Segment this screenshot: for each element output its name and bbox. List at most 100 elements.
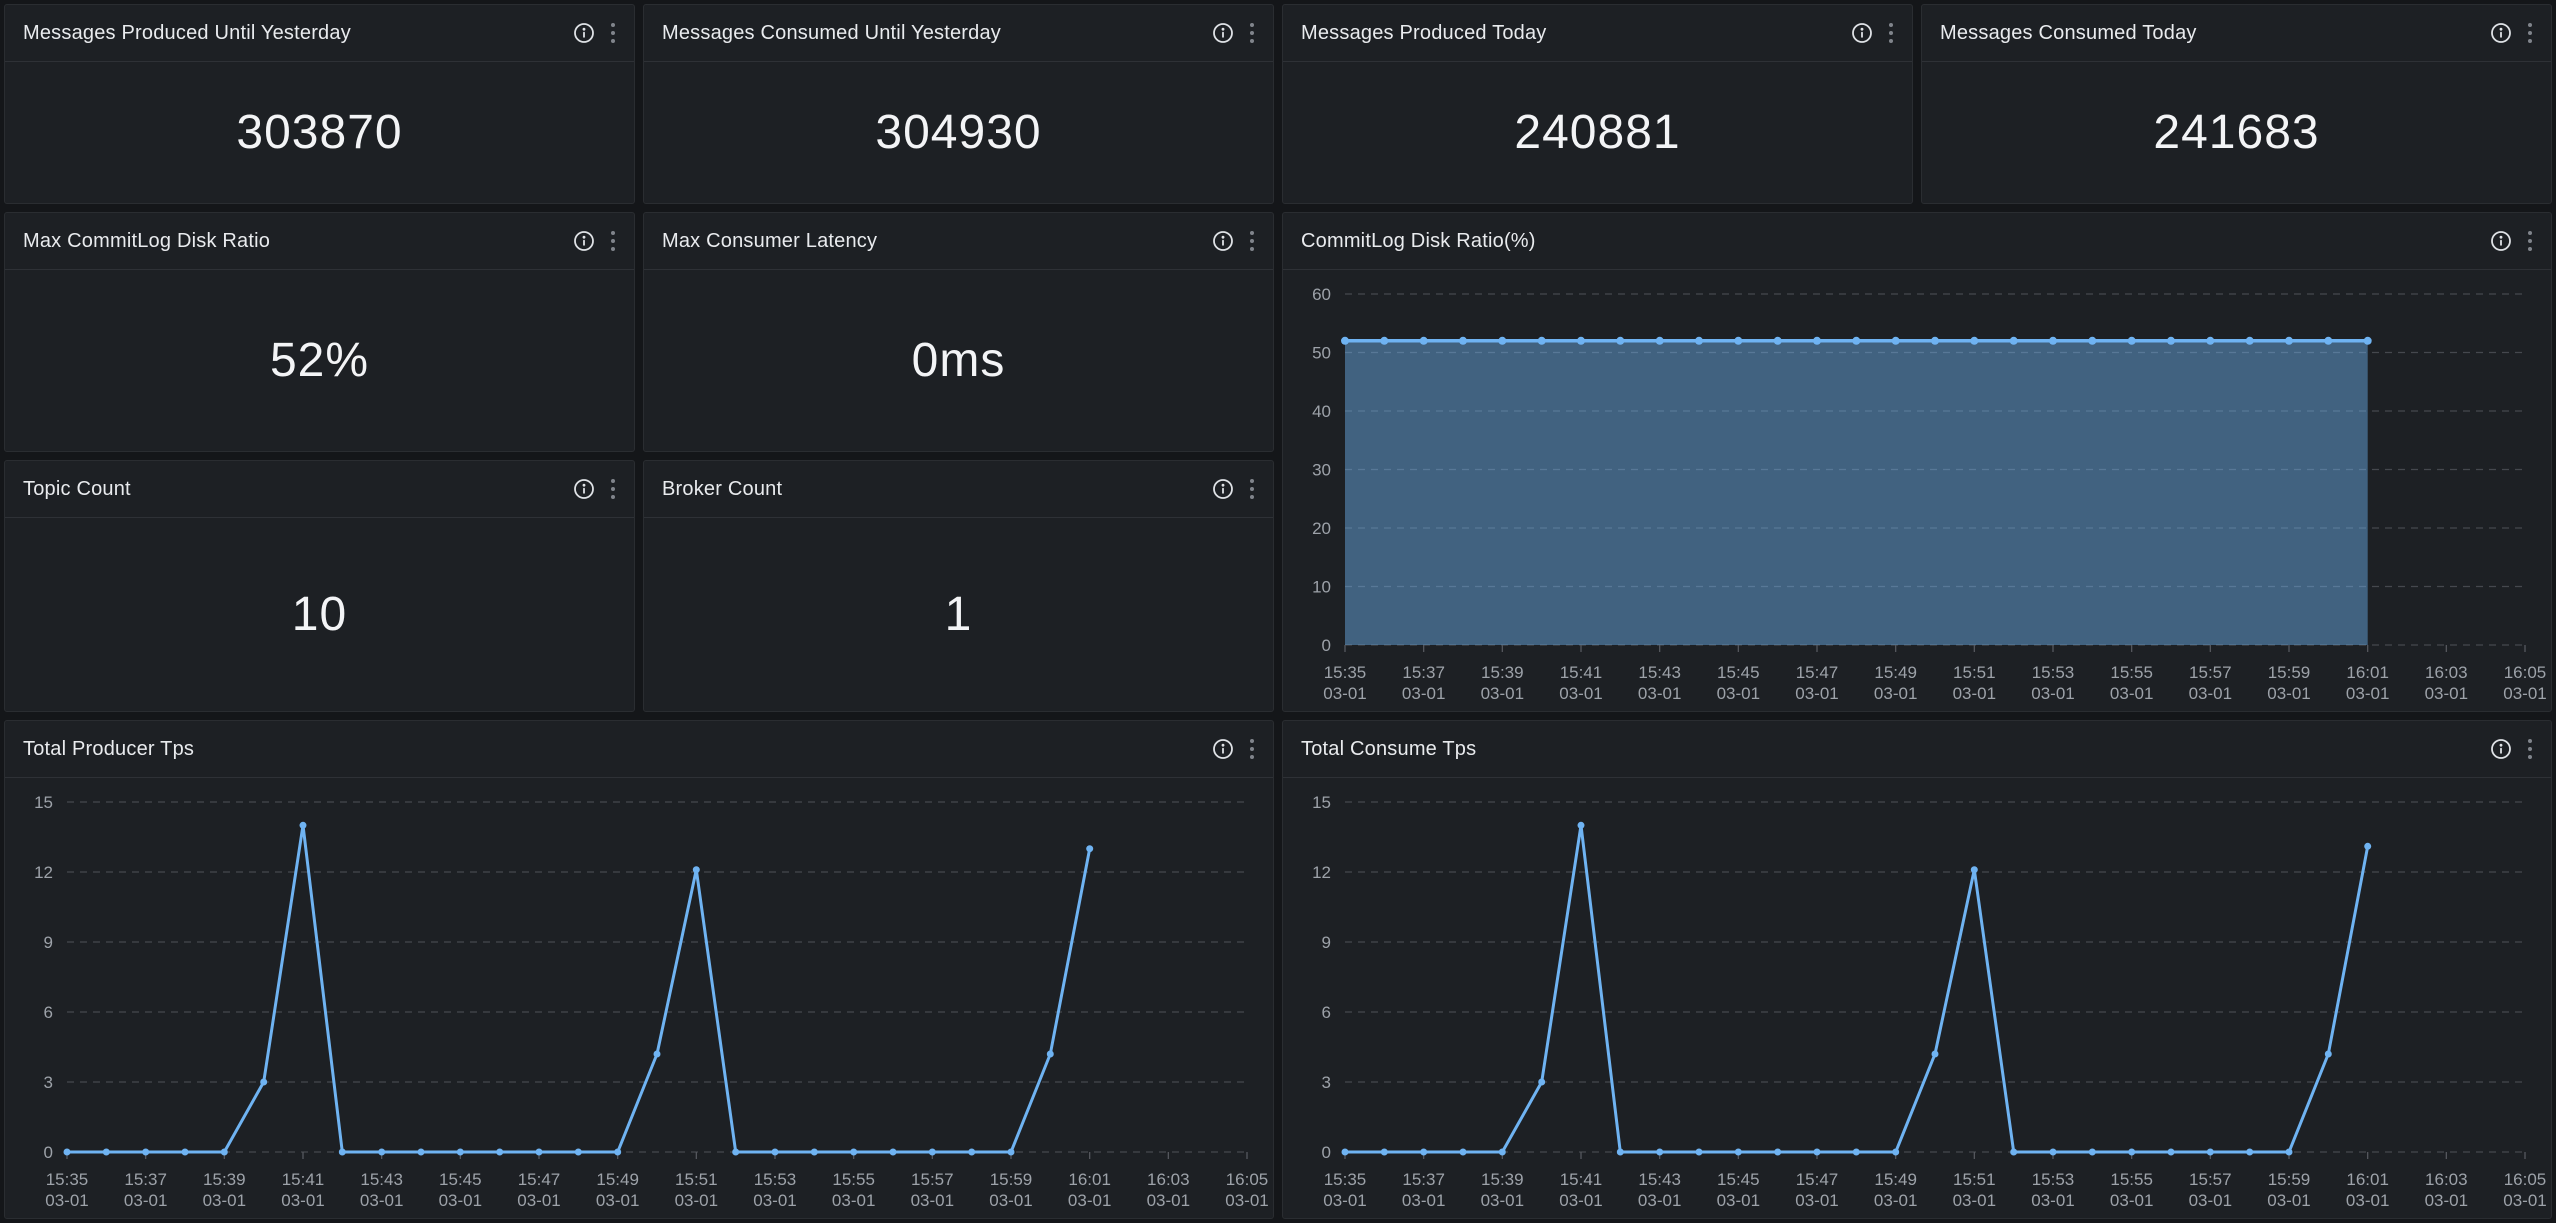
kebab-menu-icon[interactable] bbox=[1249, 229, 1255, 253]
svg-text:60: 60 bbox=[1312, 285, 1331, 304]
svg-text:16:0503-01: 16:0503-01 bbox=[2503, 1170, 2546, 1210]
svg-text:15:3703-01: 15:3703-01 bbox=[124, 1170, 167, 1210]
panel-header: CommitLog Disk Ratio(%) bbox=[1283, 213, 2551, 270]
panel-header-actions bbox=[1212, 229, 1255, 253]
svg-text:9: 9 bbox=[44, 933, 53, 952]
svg-text:15:3903-01: 15:3903-01 bbox=[1481, 663, 1524, 703]
svg-text:15:3703-01: 15:3703-01 bbox=[1402, 1170, 1445, 1210]
panel-title[interactable]: Topic Count bbox=[23, 478, 131, 501]
svg-text:0: 0 bbox=[1322, 636, 1331, 655]
svg-text:3: 3 bbox=[1322, 1073, 1331, 1092]
panel-header-actions bbox=[1851, 21, 1894, 45]
panel-title[interactable]: Messages Consumed Today bbox=[1940, 22, 2197, 45]
kebab-menu-icon[interactable] bbox=[1888, 21, 1894, 45]
panel-header-actions bbox=[573, 229, 616, 253]
panel-header: Messages Produced Until Yesterday bbox=[5, 5, 634, 62]
panel-title[interactable]: Messages Consumed Until Yesterday bbox=[662, 22, 1001, 45]
info-icon[interactable] bbox=[573, 22, 595, 44]
stat-value: 240881 bbox=[1514, 105, 1680, 160]
total-consume-tps-chart[interactable]: 0369121515:3503-0115:3703-0115:3903-0115… bbox=[1283, 778, 2551, 1218]
kebab-menu-icon[interactable] bbox=[610, 229, 616, 253]
panel-body: 0ms bbox=[644, 270, 1273, 451]
info-icon[interactable] bbox=[2490, 22, 2512, 44]
panel-header-actions bbox=[2490, 737, 2533, 761]
panel-body: 1 bbox=[644, 518, 1273, 711]
info-icon[interactable] bbox=[573, 230, 595, 252]
svg-text:0: 0 bbox=[1322, 1143, 1331, 1162]
svg-text:15:4903-01: 15:4903-01 bbox=[596, 1170, 639, 1210]
kebab-menu-icon[interactable] bbox=[610, 477, 616, 501]
kebab-menu-icon[interactable] bbox=[1249, 477, 1255, 501]
panel-total-producer-tps: Total Producer Tps 0369121515:3503-0115:… bbox=[4, 720, 1274, 1219]
panel-header: Total Producer Tps bbox=[5, 721, 1273, 778]
panel-body: 303870 bbox=[5, 62, 634, 203]
svg-text:15:4703-01: 15:4703-01 bbox=[1795, 1170, 1838, 1210]
svg-text:15: 15 bbox=[34, 793, 53, 812]
info-icon[interactable] bbox=[1212, 738, 1234, 760]
svg-text:6: 6 bbox=[1322, 1003, 1331, 1022]
kebab-menu-icon[interactable] bbox=[1249, 737, 1255, 761]
svg-text:16:0303-01: 16:0303-01 bbox=[2425, 663, 2468, 703]
panel-title[interactable]: Broker Count bbox=[662, 478, 782, 501]
panel-title[interactable]: CommitLog Disk Ratio(%) bbox=[1301, 230, 1536, 253]
panel-title[interactable]: Messages Produced Today bbox=[1301, 22, 1547, 45]
panel-body: 10 bbox=[5, 518, 634, 711]
svg-text:12: 12 bbox=[1312, 863, 1331, 882]
panel-title[interactable]: Total Producer Tps bbox=[23, 738, 194, 761]
svg-text:15:5503-01: 15:5503-01 bbox=[832, 1170, 875, 1210]
svg-text:15:5503-01: 15:5503-01 bbox=[2110, 1170, 2153, 1210]
panel-title[interactable]: Max CommitLog Disk Ratio bbox=[23, 230, 270, 253]
kebab-menu-icon[interactable] bbox=[2527, 21, 2533, 45]
info-icon[interactable] bbox=[2490, 230, 2512, 252]
total-producer-tps-chart[interactable]: 0369121515:3503-0115:3703-0115:3903-0115… bbox=[5, 778, 1273, 1218]
svg-text:10: 10 bbox=[1312, 578, 1331, 597]
panel-title[interactable]: Max Consumer Latency bbox=[662, 230, 877, 253]
panel-header: Total Consume Tps bbox=[1283, 721, 2551, 778]
svg-text:15:4703-01: 15:4703-01 bbox=[517, 1170, 560, 1210]
svg-text:15:4303-01: 15:4303-01 bbox=[1638, 663, 1681, 703]
panel-header: Messages Produced Today bbox=[1283, 5, 1912, 62]
commitlog-disk-ratio-chart[interactable]: 010203040506015:3503-0115:3703-0115:3903… bbox=[1283, 270, 2551, 711]
panel-header: Max CommitLog Disk Ratio bbox=[5, 213, 634, 270]
panel-title[interactable]: Total Consume Tps bbox=[1301, 738, 1476, 761]
panel-header-actions bbox=[1212, 477, 1255, 501]
svg-text:15:5903-01: 15:5903-01 bbox=[2267, 1170, 2310, 1210]
panel-header: Max Consumer Latency bbox=[644, 213, 1273, 270]
kebab-menu-icon[interactable] bbox=[610, 21, 616, 45]
panel-broker-count: Broker Count 1 bbox=[643, 460, 1274, 712]
panel-total-consume-tps: Total Consume Tps 0369121515:3503-0115:3… bbox=[1282, 720, 2552, 1219]
svg-text:16:0503-01: 16:0503-01 bbox=[1225, 1170, 1268, 1210]
svg-text:15:4103-01: 15:4103-01 bbox=[1559, 663, 1602, 703]
info-icon[interactable] bbox=[1212, 22, 1234, 44]
svg-text:15:4903-01: 15:4903-01 bbox=[1874, 663, 1917, 703]
stat-value: 52% bbox=[270, 333, 369, 388]
panel-header: Topic Count bbox=[5, 461, 634, 518]
info-icon[interactable] bbox=[2490, 738, 2512, 760]
info-icon[interactable] bbox=[573, 478, 595, 500]
panel-body: 010203040506015:3503-0115:3703-0115:3903… bbox=[1283, 270, 2551, 711]
panel-messages-consumed-today: Messages Consumed Today 241683 bbox=[1921, 4, 2552, 204]
svg-text:15:4903-01: 15:4903-01 bbox=[1874, 1170, 1917, 1210]
stat-value: 0ms bbox=[912, 333, 1006, 388]
kebab-menu-icon[interactable] bbox=[1249, 21, 1255, 45]
svg-text:40: 40 bbox=[1312, 402, 1331, 421]
svg-text:15:5303-01: 15:5303-01 bbox=[2031, 663, 2074, 703]
panel-messages-produced-until-yesterday: Messages Produced Until Yesterday 303870 bbox=[4, 4, 635, 204]
svg-text:15:4103-01: 15:4103-01 bbox=[281, 1170, 324, 1210]
svg-text:15:5103-01: 15:5103-01 bbox=[675, 1170, 718, 1210]
info-icon[interactable] bbox=[1212, 478, 1234, 500]
svg-text:20: 20 bbox=[1312, 519, 1331, 538]
panel-header: Broker Count bbox=[644, 461, 1273, 518]
svg-text:15:5903-01: 15:5903-01 bbox=[989, 1170, 1032, 1210]
info-icon[interactable] bbox=[1212, 230, 1234, 252]
stat-value: 303870 bbox=[236, 105, 402, 160]
kebab-menu-icon[interactable] bbox=[2527, 737, 2533, 761]
kebab-menu-icon[interactable] bbox=[2527, 229, 2533, 253]
svg-text:15:4303-01: 15:4303-01 bbox=[360, 1170, 403, 1210]
panel-title[interactable]: Messages Produced Until Yesterday bbox=[23, 22, 351, 45]
info-icon[interactable] bbox=[1851, 22, 1873, 44]
panel-header: Messages Consumed Until Yesterday bbox=[644, 5, 1273, 62]
svg-text:15:3703-01: 15:3703-01 bbox=[1402, 663, 1445, 703]
panel-header-actions bbox=[1212, 737, 1255, 761]
stat-value: 1 bbox=[945, 587, 973, 642]
